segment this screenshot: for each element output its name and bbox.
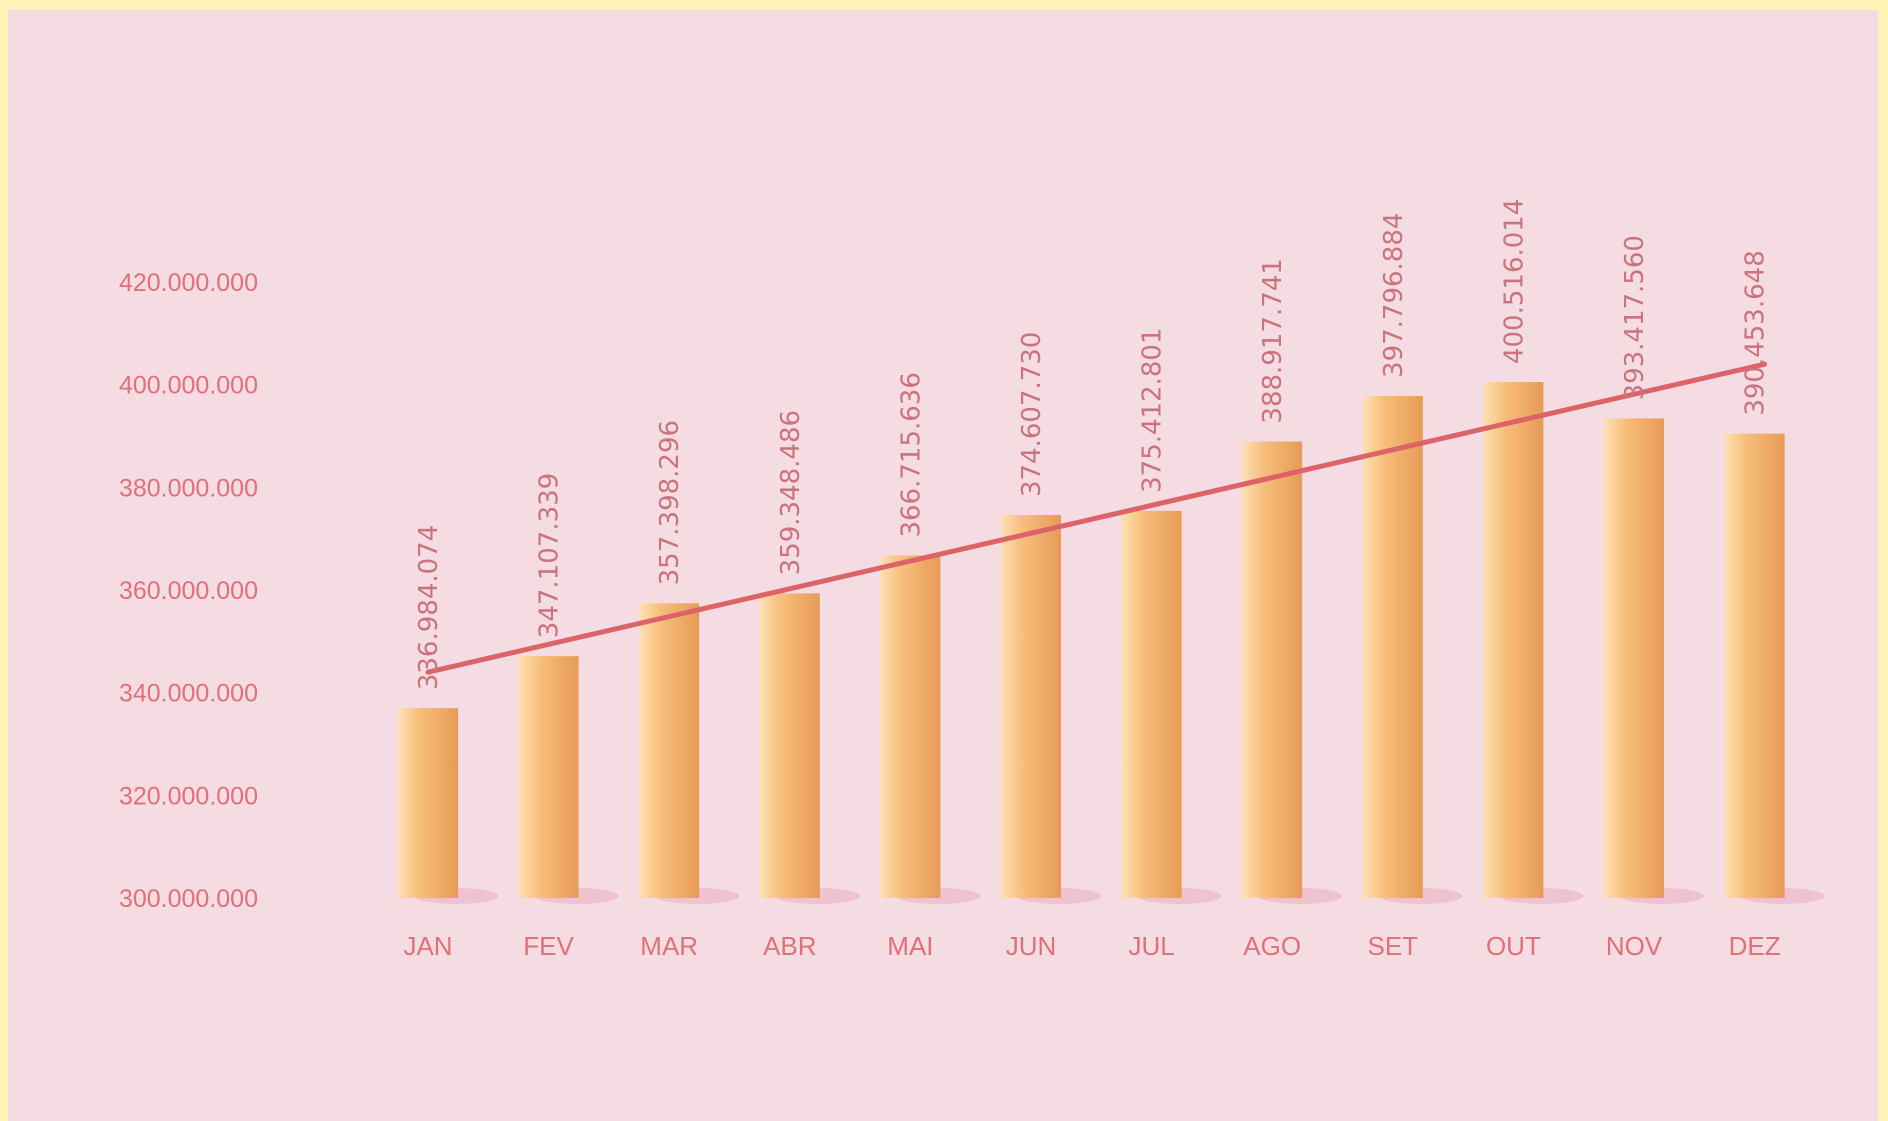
bar-abr <box>759 593 820 898</box>
data-label: 388.917.741 <box>1258 258 1288 423</box>
bar-jan <box>398 708 458 898</box>
bar-fev <box>518 656 579 898</box>
data-label: 374.607.730 <box>1017 332 1047 497</box>
x-tick-label: AGO <box>1243 931 1301 961</box>
y-tick-label: 320.000.000 <box>119 782 258 810</box>
x-tick-label: DEZ <box>1729 931 1781 961</box>
bar-jul <box>1121 510 1182 898</box>
bar-nov <box>1604 418 1664 898</box>
x-tick-label: FEV <box>523 931 574 961</box>
x-tick-label: OUT <box>1486 931 1541 961</box>
x-tick-label: JAN <box>403 931 452 961</box>
x-tick-label: ABR <box>763 931 816 961</box>
bar-ago <box>1242 441 1303 898</box>
x-tick-label: JUL <box>1128 931 1174 961</box>
bar-mar <box>639 603 700 898</box>
x-tick-label: NOV <box>1606 931 1663 961</box>
data-label: 397.796.884 <box>1379 213 1409 378</box>
x-tick-label: MAI <box>887 931 933 961</box>
data-label: 347.107.339 <box>535 473 565 638</box>
y-tick-label: 420.000.000 <box>119 269 258 297</box>
bar-chart: 336.984.074 347.107.339 357.398.296 359.348… <box>119 199 1825 961</box>
bar-out <box>1483 382 1544 898</box>
y-tick-label: 300.000.000 <box>119 885 258 913</box>
y-tick-label: 340.000.000 <box>119 680 258 708</box>
data-label: 357.398.296 <box>655 420 685 585</box>
data-label: 390.453.648 <box>1741 250 1771 415</box>
data-label: 393.417.560 <box>1620 235 1650 400</box>
data-label: 400.516.014 <box>1499 199 1529 364</box>
x-tick-label: SET <box>1368 931 1419 961</box>
y-tick-label: 380.000.000 <box>119 474 258 502</box>
data-label: 366.715.636 <box>896 372 926 537</box>
y-tick-label: 400.000.000 <box>119 372 258 400</box>
bar-jun <box>1001 515 1061 898</box>
chart-panel: 336.984.074 347.107.339 357.398.296 359.348… <box>8 10 1878 1121</box>
x-tick-label: MAR <box>640 931 698 961</box>
bar-mai <box>880 555 941 898</box>
data-label: 336.984.074 <box>414 525 444 690</box>
y-tick-label: 360.000.000 <box>119 577 258 605</box>
data-label: 375.412.801 <box>1138 327 1168 492</box>
bar-dez <box>1724 433 1785 898</box>
x-tick-label: JUN <box>1006 931 1057 961</box>
data-label: 359.348.486 <box>776 410 806 575</box>
bar-set <box>1362 395 1423 898</box>
trend-line <box>425 361 1768 675</box>
